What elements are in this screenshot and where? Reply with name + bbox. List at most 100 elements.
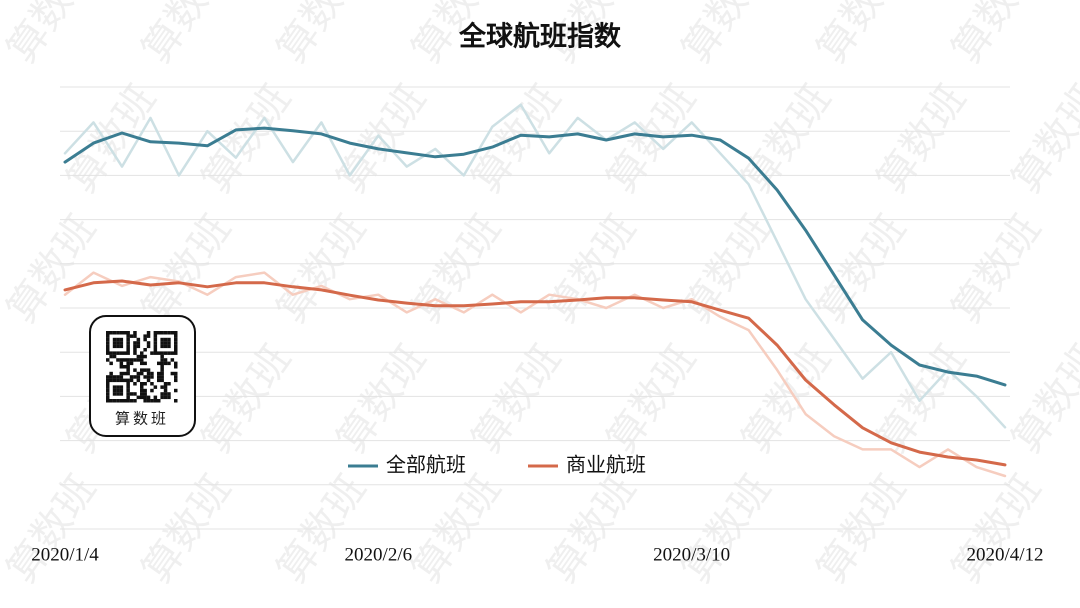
watermark: 算数班	[329, 337, 436, 462]
qr-cell	[123, 365, 127, 369]
qr-cell	[160, 395, 164, 400]
qr-cell	[109, 354, 113, 359]
qr-cell	[106, 385, 110, 389]
x-tick-label: 2020/4/12	[966, 544, 1043, 565]
qr-cell	[160, 392, 164, 396]
qr-cell	[106, 375, 110, 379]
watermark: 算数班	[944, 0, 1051, 71]
qr-cell	[112, 351, 117, 355]
qr-cell	[160, 371, 164, 376]
qr-cell	[160, 341, 164, 345]
qr-cell	[119, 392, 124, 396]
qr-cell	[160, 368, 164, 372]
qr-cell	[160, 337, 164, 342]
qr-cell	[160, 358, 164, 362]
watermark: 算数班	[404, 207, 511, 332]
qr-cell	[106, 399, 110, 403]
qr-cell	[129, 399, 134, 403]
qr-cell	[126, 378, 130, 383]
qr-cell	[170, 331, 175, 335]
qr-cell	[160, 365, 164, 369]
qr-cell	[163, 341, 168, 345]
watermark: 算数班	[0, 0, 105, 71]
qr-cell	[136, 375, 141, 379]
qr-cell	[143, 368, 147, 372]
qr-cell	[116, 331, 120, 335]
qr-cell	[119, 375, 124, 379]
qr-cell	[126, 337, 130, 342]
qr-cell	[126, 399, 130, 403]
qr-cell	[140, 382, 144, 386]
qr-cell	[160, 361, 164, 366]
qr-cell	[153, 351, 158, 355]
qr-cell	[174, 334, 178, 338]
qr-cell	[140, 385, 144, 389]
watermarks: 算数班 算数班 算数班 算数班 算数班 算数班 算数班 算数班算数班 算数班 算数班 算数班 算数班算…	[0, 0, 1080, 591]
qr-cell	[163, 361, 168, 366]
qr-cell	[112, 378, 117, 383]
watermark: 算数班	[674, 0, 781, 71]
qr-cell	[167, 341, 171, 345]
qr-cell	[106, 344, 110, 349]
qr-cell	[174, 399, 178, 403]
qr-cell	[126, 351, 130, 355]
qr-cell	[160, 344, 164, 349]
qr-cell	[133, 392, 137, 396]
qr-cell	[157, 331, 161, 335]
qr-cell	[133, 382, 137, 386]
qr-cell	[106, 388, 110, 393]
qr-cell	[157, 351, 161, 355]
watermark: 算数班	[809, 0, 916, 71]
qr-cell	[174, 371, 178, 376]
qr-cell	[119, 378, 124, 383]
qr-cell	[119, 365, 124, 369]
qr-cell	[160, 351, 164, 355]
qr-cell	[123, 371, 127, 376]
qr-cell	[126, 365, 130, 369]
qr-cell	[150, 388, 154, 393]
qr-cell	[140, 371, 144, 376]
qr-cell	[129, 375, 134, 379]
qr-cell	[163, 344, 168, 349]
qr-cell	[163, 388, 168, 393]
qr-cell	[112, 337, 117, 342]
qr-cell	[174, 344, 178, 349]
qr-cell	[106, 334, 110, 338]
qr-cell	[106, 341, 110, 345]
qr-cell	[112, 399, 117, 403]
qr-cell	[119, 344, 124, 349]
qr-cell	[160, 331, 164, 335]
qr-cell	[157, 378, 161, 383]
qr-cell	[116, 392, 120, 396]
qr-cell	[167, 344, 171, 349]
series-line	[63, 279, 1007, 467]
watermark: 算数班	[1004, 337, 1080, 462]
qr-cell	[133, 348, 137, 352]
qr-cell	[140, 351, 144, 355]
qr-cell	[119, 358, 124, 362]
qr-cell	[126, 344, 130, 349]
badge-text: 算数班	[115, 410, 169, 428]
qr-cell	[146, 368, 151, 372]
qr-cell	[143, 354, 147, 359]
qr-cell	[146, 331, 151, 335]
qr-cell	[123, 351, 127, 355]
watermark: 算数班	[269, 0, 376, 71]
watermark: 算数班	[269, 207, 376, 332]
qr-cell	[143, 361, 147, 366]
qr-cell	[129, 358, 134, 362]
qr-cell	[143, 334, 147, 338]
x-tick-label: 2020/2/6	[345, 544, 413, 565]
qr-cell	[106, 348, 110, 352]
qr-cell	[126, 341, 130, 345]
qr-cell	[153, 399, 158, 403]
legend-label: 商业航班	[566, 453, 646, 477]
qr-cell	[163, 358, 168, 362]
qr-cell	[126, 368, 130, 372]
qr-cell	[150, 375, 154, 379]
watermark: 算数班	[464, 77, 571, 202]
qr-cell	[153, 337, 158, 342]
qr-cell	[150, 399, 154, 403]
qr-cell	[119, 341, 124, 345]
